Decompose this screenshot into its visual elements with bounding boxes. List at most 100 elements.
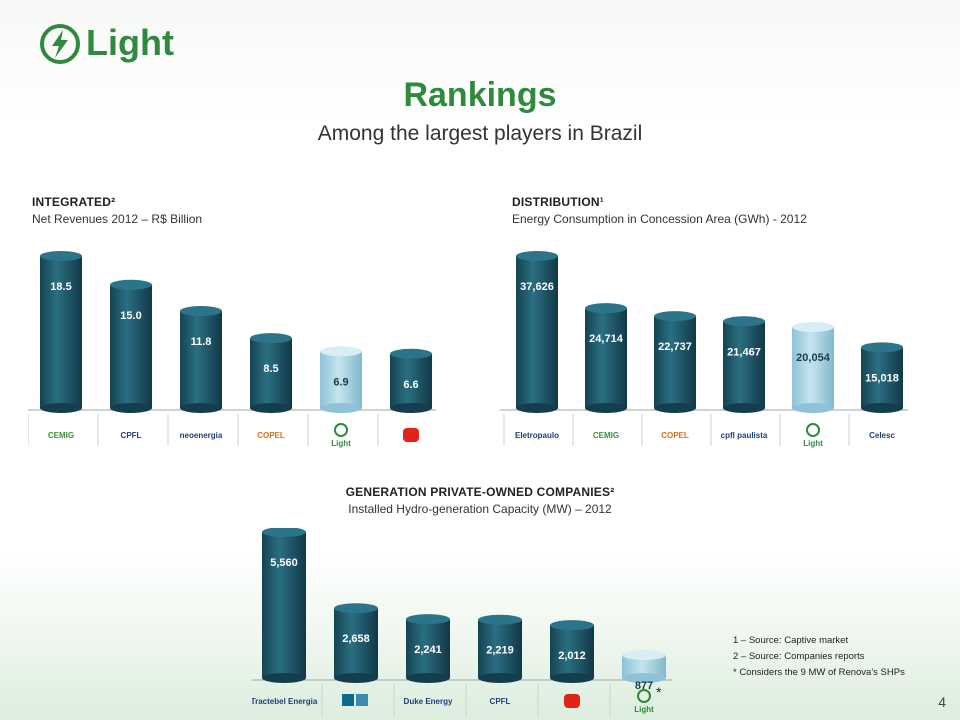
bar-top	[550, 620, 594, 631]
distribution-subtitle: Energy Consumption in Concession Area (G…	[512, 212, 807, 226]
bar-base	[180, 403, 222, 413]
company-logo-label: Light	[803, 439, 823, 448]
bar-base	[516, 403, 558, 413]
bar-2	[334, 603, 378, 683]
aes-tiete-icon	[342, 694, 354, 706]
bar-value-label: 15,018	[865, 372, 899, 384]
neoenergia-red-icon	[403, 428, 419, 442]
bar-body	[723, 321, 765, 408]
bar-body	[478, 619, 522, 678]
company-logo-label: CEMIG	[593, 431, 619, 440]
bar-body	[406, 619, 450, 678]
lightning-icon	[40, 24, 80, 64]
light-asterisk: *	[656, 684, 662, 700]
integrated-bar-chart: 18.5 CEMIG 15.0 CPFL 11.8 neoenergia 8.5 COPEL 6…	[28, 251, 436, 448]
page-number: 4	[938, 694, 946, 710]
bar-value-label: 24,714	[589, 333, 624, 345]
bar-top	[40, 251, 82, 261]
bar-4	[723, 316, 765, 413]
bar-5	[792, 321, 834, 413]
bar-body	[585, 308, 627, 408]
company-logo-label: CEMIG	[48, 431, 74, 440]
company-logo-label: Light	[634, 705, 654, 714]
aes-tiete-icon-part	[356, 694, 368, 706]
generation-bar-chart: 5,560 Tractebel Energia 2,658 2,241 Duke Ene…	[252, 528, 672, 716]
bar-top	[478, 614, 522, 625]
bar-top	[320, 346, 362, 357]
bar-base	[406, 673, 450, 683]
bar-value-label: 20,054	[796, 352, 831, 364]
bar-top	[334, 603, 378, 614]
bar-body	[40, 256, 82, 408]
light-logo: Light	[38, 18, 174, 70]
generation-title: GENERATION PRIVATE-OWNED COMPANIES²	[345, 485, 615, 499]
page-subtitle: Among the largest players in Brazil	[317, 122, 643, 145]
bar-value-label: 2,241	[414, 644, 442, 656]
bar-body	[792, 326, 834, 408]
bar-body	[861, 347, 903, 408]
bar-top	[861, 342, 903, 353]
bar-value-label: 11.8	[191, 336, 212, 348]
bar-base	[262, 673, 306, 683]
company-logo-label: CPFL	[121, 431, 142, 440]
company-logo-label: Celesc	[869, 431, 895, 440]
bar-base	[478, 673, 522, 683]
bar-top	[180, 306, 222, 317]
bar-base	[110, 403, 152, 413]
bar-top	[262, 528, 306, 537]
company-logo-label: Duke Energy	[404, 697, 453, 706]
bar-2	[110, 279, 152, 413]
bar-1	[40, 251, 82, 413]
bar-3	[406, 614, 450, 683]
bar-top	[622, 649, 666, 660]
bar-body	[334, 608, 378, 678]
bar-4	[250, 333, 292, 413]
bar-2	[585, 303, 627, 413]
bar-body	[550, 625, 594, 678]
bar-base	[792, 403, 834, 413]
bar-base	[861, 403, 903, 413]
bar-3	[654, 311, 696, 413]
header-background	[0, 0, 960, 120]
footnote-2: 2 – Source: Companies reports	[733, 651, 865, 662]
bar-body	[110, 284, 152, 408]
bar-value-label: 8.5	[263, 363, 278, 375]
distribution-title: DISTRIBUTION¹	[512, 195, 604, 209]
footnote-1: 1 – Source: Captive market	[733, 635, 849, 646]
bar-value-label: 6.9	[333, 376, 348, 388]
bar-body	[250, 338, 292, 408]
light-icon	[637, 689, 651, 703]
bar-top	[250, 333, 292, 344]
bar-base	[320, 403, 362, 413]
bar-body	[262, 532, 306, 678]
bar-top	[516, 251, 558, 261]
bar-5	[550, 620, 594, 683]
bar-top	[110, 279, 152, 290]
bar-body	[654, 316, 696, 408]
integrated-subtitle: Net Revenues 2012 – R$ Billion	[32, 212, 203, 226]
bar-base	[622, 673, 666, 683]
bar-value-label: 877	[635, 680, 653, 692]
bar-5	[320, 346, 362, 413]
light-icon	[806, 423, 820, 437]
bar-body	[516, 256, 558, 408]
bar-value-label: 18.5	[50, 281, 71, 293]
company-logo-label: neoenergia	[180, 431, 223, 440]
bar-top	[792, 321, 834, 332]
company-logo-label: cpfl paulista	[721, 431, 768, 440]
bar-1	[516, 251, 558, 413]
footnotes: 1 – Source: Captive market 2 – Source: C…	[733, 633, 905, 681]
bar-value-label: 37,626	[520, 281, 554, 293]
bar-top	[390, 348, 432, 359]
distribution-bar-chart: 37,626 Eletropaulo 24,714 CEMIG 22,737 COPEL 2…	[500, 251, 908, 448]
bar-6	[622, 649, 666, 683]
company-logo-label: Eletropaulo	[515, 431, 559, 440]
bar-value-label: 5,560	[270, 557, 298, 569]
company-logo-label: CPFL	[490, 697, 511, 706]
light-icon	[334, 423, 348, 437]
bar-top	[723, 316, 765, 327]
bar-base	[390, 403, 432, 413]
bar-base	[334, 673, 378, 683]
logo-text: Light	[86, 22, 174, 63]
company-logo-label: COPEL	[257, 431, 285, 440]
